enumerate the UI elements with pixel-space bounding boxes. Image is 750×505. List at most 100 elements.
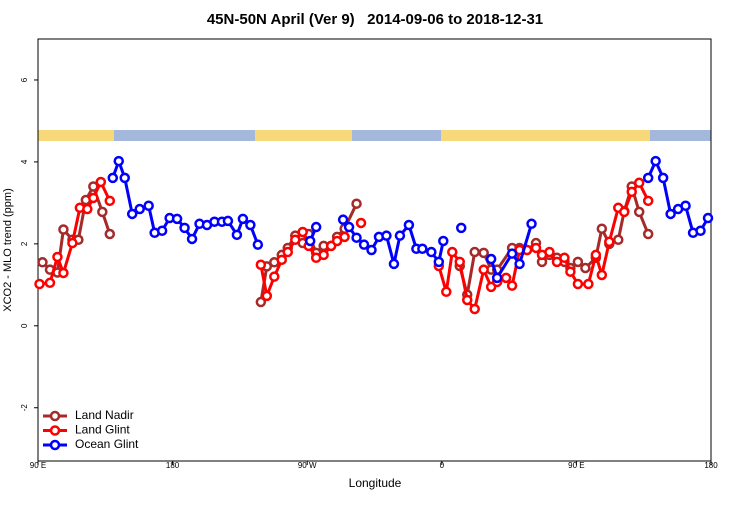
point — [95, 176, 107, 188]
legend-marker — [49, 439, 61, 451]
point — [261, 290, 273, 302]
x-tick-label: 90 E — [30, 461, 46, 470]
chart-title: 45N-50N April (Ver 9) 2014-09-06 to 2018… — [207, 11, 543, 28]
point — [44, 277, 56, 289]
point — [52, 251, 63, 263]
point — [351, 198, 362, 209]
point — [491, 272, 503, 284]
point — [572, 256, 584, 268]
point — [339, 231, 350, 243]
point — [417, 243, 428, 255]
point — [526, 218, 537, 230]
point — [626, 186, 637, 198]
point — [604, 236, 615, 248]
point — [478, 264, 489, 275]
y-axis-label: XCO2 - MLO trend (ppm) — [2, 188, 14, 311]
point — [269, 271, 280, 282]
x-tick-label: 90 E — [568, 461, 584, 470]
point — [304, 235, 316, 247]
point — [680, 200, 691, 212]
point — [583, 278, 594, 290]
point — [469, 246, 480, 258]
y-tick-label: 0 — [20, 323, 29, 328]
point — [58, 224, 69, 235]
point — [126, 208, 138, 220]
point — [381, 230, 392, 241]
point — [565, 266, 576, 277]
legend-label: Land Glint — [75, 423, 130, 437]
point — [245, 219, 256, 231]
point — [82, 203, 93, 215]
point — [642, 172, 654, 184]
point — [485, 253, 497, 265]
plot-frame — [37, 38, 712, 462]
point — [702, 212, 714, 224]
y-tick-label: 6 — [20, 77, 29, 82]
point — [403, 219, 415, 231]
point — [88, 192, 99, 204]
point — [514, 258, 525, 270]
point — [394, 230, 406, 241]
point — [343, 221, 355, 233]
y-tick-label: -2 — [20, 404, 29, 412]
legend-marker — [49, 425, 61, 436]
y-tick-label: 2 — [20, 241, 29, 246]
point — [156, 225, 168, 236]
point — [596, 269, 608, 281]
point — [331, 235, 343, 247]
point — [276, 254, 288, 266]
point — [252, 239, 264, 250]
point — [134, 203, 145, 215]
point — [186, 233, 198, 245]
point — [107, 172, 119, 184]
point — [506, 248, 518, 259]
point — [282, 246, 294, 258]
point — [454, 256, 465, 268]
point — [297, 226, 308, 238]
point — [318, 249, 329, 261]
x-axis-label: Longitude — [349, 476, 402, 490]
point — [337, 214, 349, 225]
point — [237, 213, 249, 225]
point — [358, 239, 370, 250]
point — [590, 249, 602, 261]
point — [310, 221, 322, 233]
point — [388, 258, 400, 270]
point — [255, 296, 267, 308]
point — [355, 217, 367, 229]
point — [97, 206, 108, 218]
point — [171, 213, 183, 225]
x-tick-label: 180 — [704, 461, 718, 470]
legend-label: Ocean Glint — [75, 437, 139, 451]
point — [665, 208, 676, 220]
point — [104, 195, 116, 207]
point — [596, 223, 608, 234]
point — [559, 252, 570, 264]
series-line — [41, 184, 650, 303]
point — [438, 235, 449, 247]
point — [143, 200, 154, 212]
point — [289, 234, 301, 246]
point — [544, 246, 555, 258]
point — [572, 278, 584, 290]
point — [113, 155, 125, 167]
point — [551, 256, 563, 268]
legend-marker — [49, 410, 61, 422]
point — [222, 215, 234, 227]
point — [633, 206, 645, 218]
point — [104, 228, 116, 240]
x-tick-label: 180 — [166, 461, 180, 470]
point — [642, 195, 654, 207]
point — [619, 206, 630, 218]
point — [580, 262, 591, 274]
point — [441, 286, 452, 298]
point — [37, 257, 48, 268]
point — [119, 172, 130, 184]
y-tick-label: 4 — [20, 159, 29, 164]
point — [657, 172, 669, 184]
x-tick-label: 0 — [440, 461, 445, 470]
point — [366, 244, 377, 256]
point — [633, 177, 645, 189]
x-tick-label: 90 W — [298, 461, 317, 470]
